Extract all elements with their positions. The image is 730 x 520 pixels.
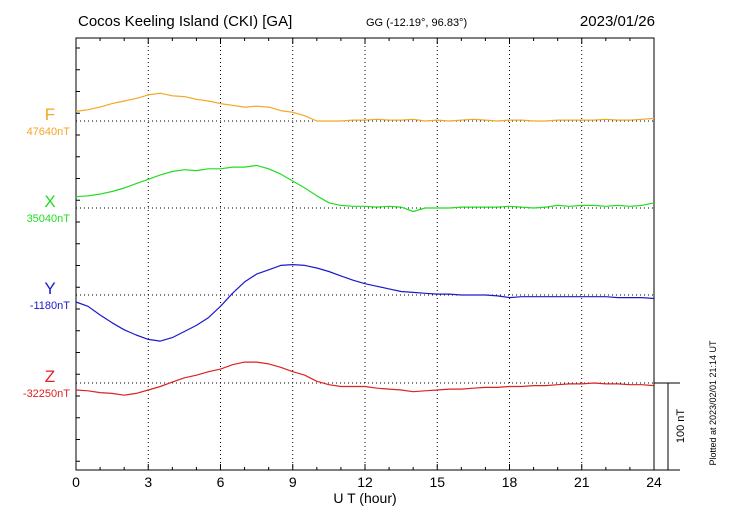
scale-bar: 100 nT xyxy=(654,382,687,471)
series-line-y xyxy=(75,264,655,342)
vertical-grid xyxy=(147,38,583,470)
series-line-z xyxy=(75,361,655,396)
x-tick-label: 24 xyxy=(646,474,662,490)
station-coordinates: GG (-12.19°, 96.83°) xyxy=(366,17,467,29)
scale-bar-label: 100 nT xyxy=(675,409,687,444)
station-title: Cocos Keeling Island (CKI) [GA] xyxy=(78,13,292,30)
baseline-label-f: 47640nT xyxy=(27,126,71,138)
series-line-x xyxy=(75,164,655,213)
x-tick-label: 12 xyxy=(357,474,373,490)
baseline-label-y: -1180nT xyxy=(30,300,70,312)
plot-date: 2023/01/26 xyxy=(580,13,655,30)
component-labels: F 47640nT X 35040nT Y -1180nT Z -32250nT xyxy=(23,105,70,400)
series-layer xyxy=(75,92,655,396)
x-tick-label: 15 xyxy=(429,474,445,490)
baseline-label-x: 35040nT xyxy=(27,213,71,225)
x-tick-labels: 0 3 6 9 12 15 18 21 24 xyxy=(72,474,662,490)
x-axis-label: U T (hour) xyxy=(333,490,396,506)
x-tick-label: 21 xyxy=(574,474,590,490)
baseline-label-z: -32250nT xyxy=(23,388,70,400)
baseline-lines xyxy=(76,120,666,384)
series-name-f: F xyxy=(45,105,55,124)
x-tick-label: 9 xyxy=(289,474,297,490)
x-tick-label: 6 xyxy=(217,474,225,490)
axis-ticks xyxy=(75,38,655,470)
series-name-y: Y xyxy=(44,279,55,298)
series-line-f xyxy=(75,92,655,122)
x-tick-label: 0 xyxy=(72,474,80,490)
x-tick-label: 3 xyxy=(144,474,152,490)
x-tick-label: 18 xyxy=(502,474,518,490)
series-name-z: Z xyxy=(45,367,55,386)
plotted-timestamp: Plotted at 2023/02/01 21:14 UT xyxy=(708,340,718,466)
series-name-x: X xyxy=(44,192,55,211)
